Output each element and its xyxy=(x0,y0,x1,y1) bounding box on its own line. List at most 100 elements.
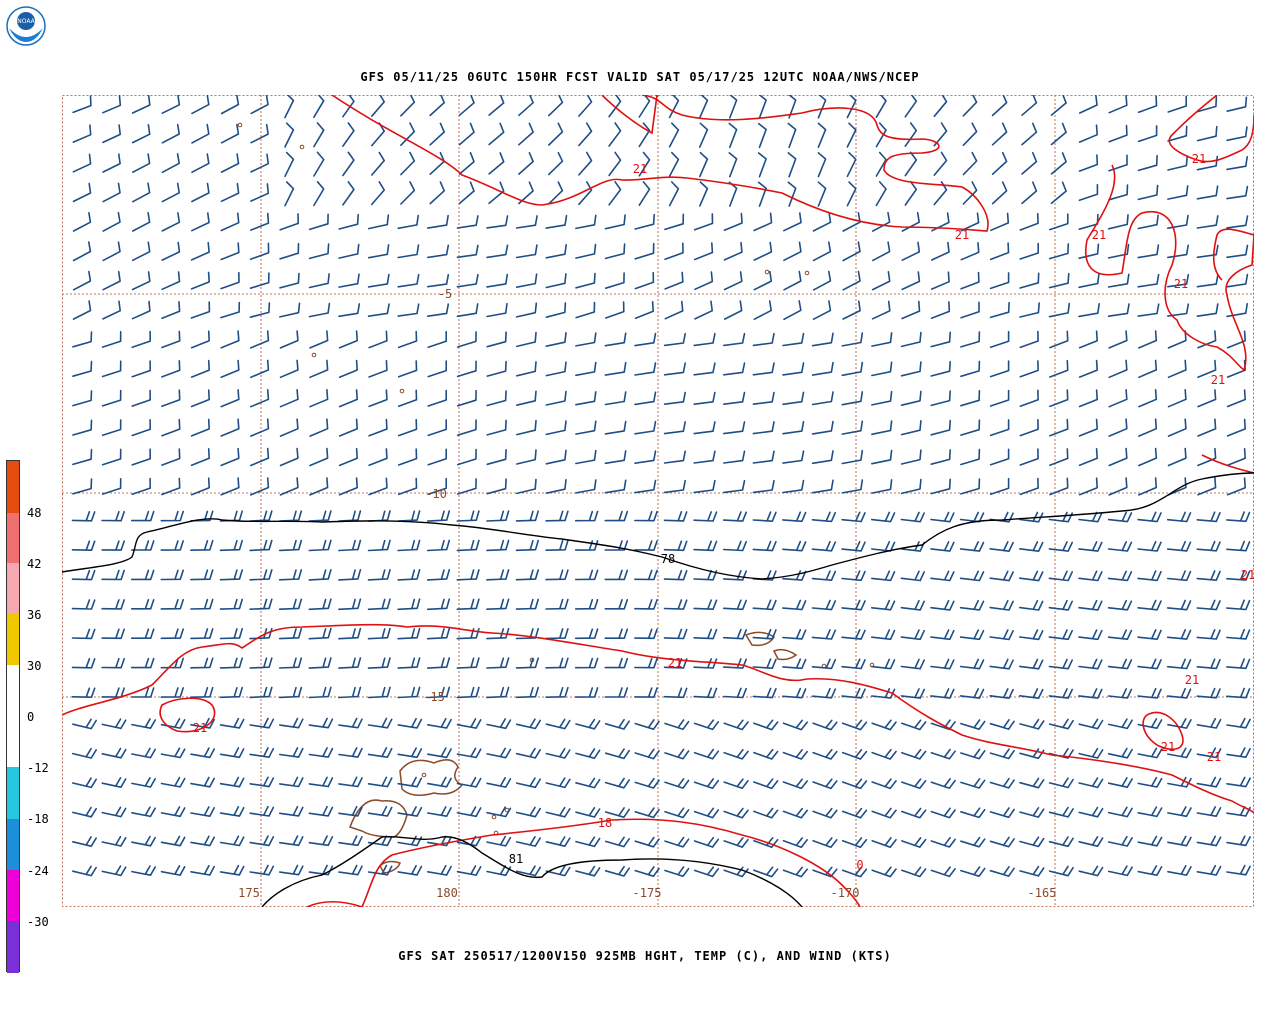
wind-barb xyxy=(604,214,626,230)
wind-barb xyxy=(1078,865,1104,877)
wind-barb xyxy=(1196,629,1221,640)
wind-barb xyxy=(284,151,295,178)
wind-barb xyxy=(901,778,927,790)
wind-barb xyxy=(811,687,837,699)
wind-barb xyxy=(101,331,122,348)
wind-barb xyxy=(458,152,475,175)
wind-barb xyxy=(578,151,593,176)
wind-barb xyxy=(1078,124,1098,143)
wind-barb xyxy=(426,598,451,611)
wind-barb xyxy=(752,658,777,669)
wind-barb xyxy=(1226,599,1251,611)
wind-barb xyxy=(1107,806,1133,818)
wind-barb xyxy=(278,686,303,699)
wind-barb xyxy=(278,598,303,610)
colorbar-segment xyxy=(7,870,19,921)
wind-barb xyxy=(871,599,896,611)
temperature-contour-label: 21 xyxy=(1207,750,1221,764)
wind-barb xyxy=(930,449,951,465)
wind-barb xyxy=(904,151,918,177)
wind-barb xyxy=(605,301,625,319)
wind-barb xyxy=(548,181,564,205)
wind-barb xyxy=(931,212,950,232)
wind-barb xyxy=(753,778,779,790)
wind-barb xyxy=(71,511,96,522)
wind-barb xyxy=(101,389,122,407)
wind-barb xyxy=(456,718,482,729)
wind-barb xyxy=(219,835,245,847)
wind-barb xyxy=(71,687,96,698)
wind-barb xyxy=(308,776,334,788)
wind-barb xyxy=(191,212,210,232)
wind-barb xyxy=(699,151,709,178)
wind-barb xyxy=(901,241,921,261)
wind-barb xyxy=(220,271,240,290)
wind-barb xyxy=(427,274,450,288)
wind-barb xyxy=(574,510,599,522)
wind-barb xyxy=(875,95,887,118)
wind-barb xyxy=(249,569,273,581)
wind-barb xyxy=(102,270,121,291)
wind-barb xyxy=(1078,359,1098,378)
wind-barb xyxy=(545,569,569,581)
wind-barb xyxy=(190,539,214,551)
wind-barb xyxy=(220,447,240,467)
colorbar-tick-label: 48 xyxy=(27,506,42,520)
wind-barb xyxy=(930,629,955,641)
wind-barb xyxy=(1138,477,1158,496)
wind-barb xyxy=(342,95,355,118)
wind-barb xyxy=(1226,303,1248,318)
wind-barb xyxy=(130,657,155,669)
wind-barb xyxy=(960,419,981,436)
wind-barb xyxy=(638,95,651,118)
wind-barb xyxy=(249,598,273,610)
wind-barb xyxy=(72,270,92,291)
wind-barb xyxy=(900,688,925,699)
wind-barb xyxy=(486,302,508,318)
wind-barb xyxy=(1137,718,1163,729)
wind-barb xyxy=(486,747,512,759)
wind-barb xyxy=(458,122,475,146)
wind-barb xyxy=(752,479,775,494)
wind-barb xyxy=(456,747,482,759)
wind-barb xyxy=(486,390,507,407)
wind-barb xyxy=(846,181,857,207)
wind-barb xyxy=(338,213,359,230)
wind-barb xyxy=(220,359,240,378)
wind-barb xyxy=(515,215,538,229)
wind-barb xyxy=(101,865,127,877)
wind-barb xyxy=(930,688,955,699)
wind-barb xyxy=(930,599,955,611)
wind-barb xyxy=(960,836,986,848)
wind-barb xyxy=(753,748,779,760)
wind-barb xyxy=(72,124,92,143)
longitude-label: 175 xyxy=(238,886,260,900)
wind-barb xyxy=(871,866,897,878)
wind-barb xyxy=(1019,389,1039,407)
wind-barb xyxy=(427,864,452,876)
wind-barb xyxy=(787,122,797,149)
wind-barb xyxy=(1078,303,1100,318)
wind-barb xyxy=(101,628,125,640)
wind-barb xyxy=(191,182,210,203)
wind-barb xyxy=(161,95,181,114)
wind-barb xyxy=(960,719,986,730)
wind-barb xyxy=(161,123,180,144)
wind-barb xyxy=(1137,776,1163,788)
wind-barb xyxy=(1226,747,1251,758)
wind-barb xyxy=(574,598,599,610)
wind-barb xyxy=(962,181,978,205)
wind-barb xyxy=(753,719,779,731)
wind-barb xyxy=(901,719,927,731)
wind-barb xyxy=(427,747,452,759)
temperature-contour-label: 21 xyxy=(668,656,682,670)
wind-barb xyxy=(1137,273,1160,288)
wind-barb xyxy=(1226,96,1248,112)
wind-barb xyxy=(1167,447,1187,467)
wind-barb xyxy=(811,420,834,435)
wind-barb xyxy=(604,391,627,406)
wind-barb xyxy=(1107,777,1133,788)
wind-barb xyxy=(456,539,480,552)
wind-barb xyxy=(545,420,567,436)
map-border xyxy=(62,95,1254,907)
